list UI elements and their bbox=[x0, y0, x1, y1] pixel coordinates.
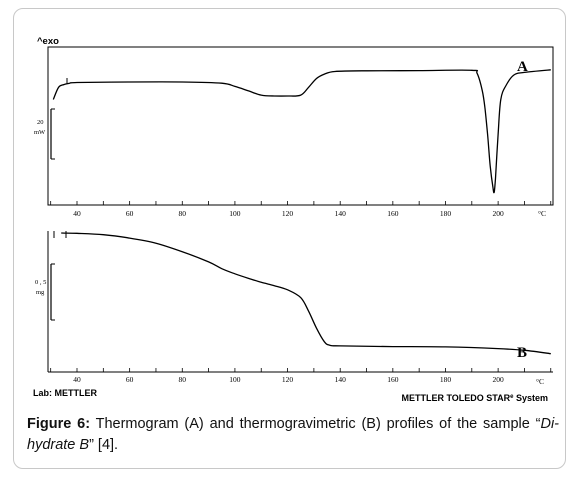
x-tick-label: 160 bbox=[387, 375, 399, 384]
system-name: METTLER TOLEDO STAR bbox=[401, 393, 510, 403]
system-reg: e bbox=[510, 394, 514, 400]
x-tick-label: 140 bbox=[335, 209, 347, 218]
x-axis-b: 40 60 80 100 120 140 160 180 200 bbox=[48, 368, 553, 384]
x-tick-label: 80 bbox=[179, 209, 187, 218]
x-axis-a: 40 60 80 100 120 140 160 180 200 bbox=[48, 201, 553, 218]
x-tick-label: 200 bbox=[492, 375, 504, 384]
scale-unit-a: mW bbox=[34, 129, 46, 136]
x-tick-label: 40 bbox=[73, 375, 81, 384]
x-tick-label: 180 bbox=[440, 375, 452, 384]
x-tick-label: 140 bbox=[335, 375, 347, 384]
x-tick-label: 160 bbox=[387, 209, 399, 218]
lab-label: Lab: METTLER bbox=[33, 388, 97, 398]
figure-caption: Figure 6: Thermogram (A) and thermogravi… bbox=[27, 414, 559, 456]
system-suffix: System bbox=[513, 393, 548, 403]
scale-unit-b: mg bbox=[36, 289, 45, 296]
x-tick-label: 60 bbox=[126, 375, 134, 384]
figure-panel bbox=[13, 8, 566, 469]
tga-curve-b bbox=[61, 232, 551, 355]
caption-text-after: ” [4]. bbox=[89, 437, 119, 453]
x-tick-label: 180 bbox=[440, 209, 452, 218]
panel-a: ^exo 20 mW 40 60 80 100 120 140 160 180 200 °C A bbox=[34, 36, 554, 218]
thermogram-figure: ^exo 20 mW 40 60 80 100 120 140 160 180 200 °C A… bbox=[33, 36, 554, 403]
curve-label-b: B bbox=[517, 345, 527, 361]
x-tick-label: 60 bbox=[126, 209, 134, 218]
caption-sample-name: Di-hydrate B bbox=[27, 416, 559, 453]
x-tick-label: 120 bbox=[282, 209, 294, 218]
caption-text-before: Thermogram (A) and thermogravimetric (B)… bbox=[90, 416, 541, 432]
x-tick-label: 80 bbox=[179, 375, 187, 384]
exo-label: ^exo bbox=[37, 36, 59, 47]
x-tick-label: 100 bbox=[229, 209, 241, 218]
scale-value-b: 0 , 5 bbox=[35, 279, 46, 286]
caption-label: Figure 6: bbox=[27, 416, 91, 432]
curve-label-a: A bbox=[517, 59, 528, 75]
scale-value-a: 20 bbox=[37, 119, 44, 126]
x-tick-label: 200 bbox=[492, 209, 504, 218]
dsc-curve-a bbox=[52, 69, 551, 194]
system-label: METTLER TOLEDO STARe System bbox=[401, 393, 548, 403]
unit-b: °C bbox=[536, 377, 544, 386]
x-tick-label: 120 bbox=[282, 375, 294, 384]
unit-a: °C bbox=[538, 209, 546, 218]
x-tick-label: 40 bbox=[73, 209, 81, 218]
panel-b: 0 , 5 mg 40 60 80 100 120 140 160 180 200 °C B bbox=[35, 231, 553, 386]
x-tick-label: 100 bbox=[229, 375, 241, 384]
